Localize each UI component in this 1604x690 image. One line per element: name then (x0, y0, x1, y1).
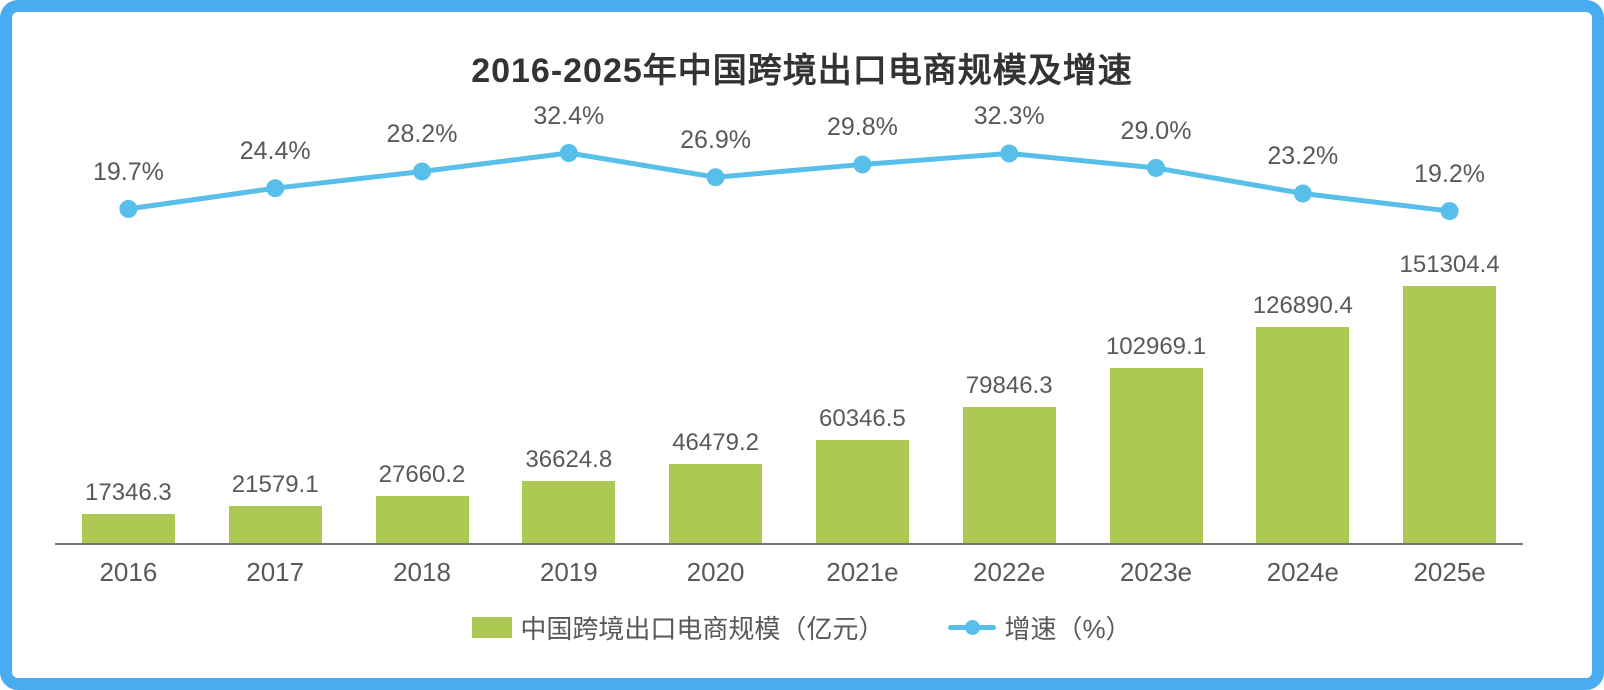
bar-value-label: 102969.1 (1105, 333, 1207, 360)
x-axis-label: 2017 (246, 557, 305, 587)
legend-item-bar-series: 中国跨境出口电商规模（亿元） (472, 609, 884, 646)
bar-value-label: 79846.3 (965, 372, 1053, 399)
growth-value-label: 24.4% (239, 137, 311, 166)
bar-series-swatch-icon (472, 616, 513, 638)
growth-value-label: 29.8% (826, 113, 898, 142)
x-axis-label: 2022e (973, 557, 1046, 587)
combo-chart: 2016-2025年中国跨境出口电商规模及增速 17346.3 2016 19.7%… (12, 12, 1592, 678)
bar (81, 514, 175, 543)
bar (1256, 327, 1350, 543)
line-marker-dot (965, 620, 981, 635)
chart-title: 2016-2025年中国跨境出口电商规模及增速 (471, 52, 1133, 90)
legend: 中国跨境出口电商规模（亿元） 增速（%） (12, 607, 1592, 647)
x-axis-label: 2024e (1266, 557, 1339, 587)
growth-value-label: 23.2% (1267, 142, 1339, 171)
bar (375, 496, 469, 543)
growth-value-label: 19.2% (1414, 160, 1486, 189)
growth-value-label: 32.4% (533, 102, 605, 130)
line-series-label: 增速（%） (1004, 613, 1132, 644)
bar-value-label: 17346.3 (85, 479, 172, 506)
bar (1403, 286, 1497, 543)
x-axis-label: 2016 (99, 557, 158, 587)
bar-series-label: 中国跨境出口电商规模（亿元） (520, 613, 885, 644)
bar (228, 506, 322, 543)
bar (669, 464, 763, 543)
growth-value-label: 19.7% (92, 157, 164, 186)
growth-value-label: 26.9% (680, 126, 752, 155)
growth-value-label: 32.3% (973, 102, 1045, 131)
bar-value-label: 27660.2 (378, 461, 466, 488)
bar (962, 407, 1056, 543)
x-axis-label: 2019 (539, 557, 598, 587)
bar-value-label: 151304.4 (1399, 251, 1500, 278)
growth-value-label: 29.0% (1120, 116, 1192, 145)
x-axis-label: 2018 (393, 557, 451, 587)
bar (522, 481, 616, 543)
growth-value-label: 28.2% (386, 120, 458, 149)
plot-area: 17346.3 2016 19.7% 21579.1 2017 24.4% 27660.2 2… (12, 12, 1592, 678)
x-axis-label: 2025e (1413, 557, 1486, 587)
bar-value-label: 60346.5 (819, 405, 906, 432)
bar (815, 440, 909, 543)
bar (1109, 368, 1203, 543)
x-axis-label: 2021e (826, 557, 899, 587)
line-series-marker-icon (948, 619, 997, 635)
legend-item-line-series: 增速（%） (948, 609, 1132, 646)
bar-value-label: 46479.2 (672, 429, 759, 456)
bar-value-label: 126890.4 (1252, 292, 1353, 319)
bar-value-label: 36624.8 (525, 446, 613, 473)
x-axis-label: 2023e (1119, 557, 1193, 587)
x-axis-line (55, 543, 1523, 545)
bar-value-label: 21579.1 (231, 471, 319, 498)
x-axis-label: 2020 (686, 557, 745, 587)
